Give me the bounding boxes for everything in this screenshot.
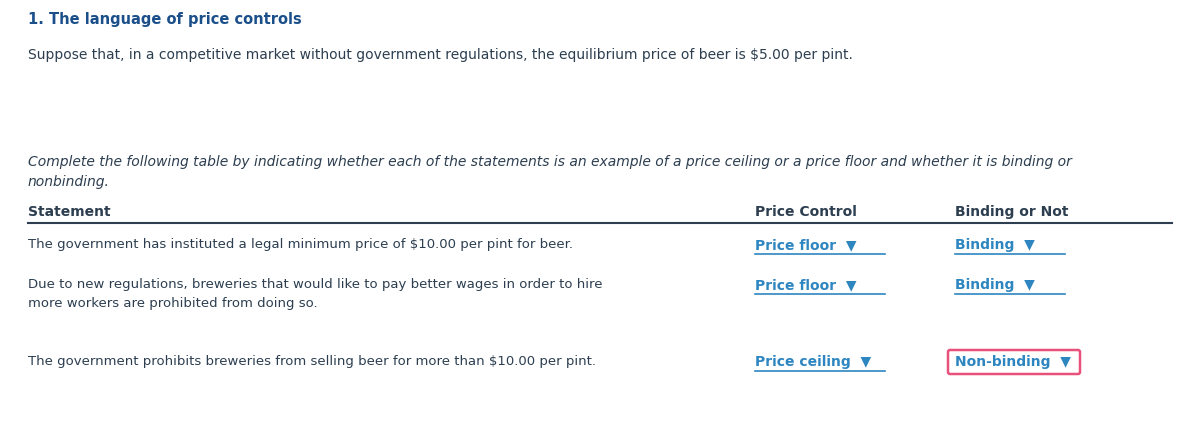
Text: Price floor  ▼: Price floor ▼ bbox=[755, 278, 857, 292]
Text: Price floor  ▼: Price floor ▼ bbox=[755, 238, 857, 252]
Text: The government has instituted a legal minimum price of $10.00 per pint for beer.: The government has instituted a legal mi… bbox=[28, 238, 574, 251]
Text: Price ceiling  ▼: Price ceiling ▼ bbox=[755, 355, 871, 369]
Text: Binding  ▼: Binding ▼ bbox=[955, 238, 1034, 252]
Text: Binding or Not: Binding or Not bbox=[955, 205, 1068, 219]
Text: Non-binding  ▼: Non-binding ▼ bbox=[955, 355, 1070, 369]
Text: 1. The language of price controls: 1. The language of price controls bbox=[28, 12, 301, 27]
Text: The government prohibits breweries from selling beer for more than $10.00 per pi: The government prohibits breweries from … bbox=[28, 355, 596, 368]
Text: more workers are prohibited from doing so.: more workers are prohibited from doing s… bbox=[28, 297, 318, 310]
Text: Complete the following table by indicating whether each of the statements is an : Complete the following table by indicati… bbox=[28, 155, 1072, 169]
Text: Binding  ▼: Binding ▼ bbox=[955, 278, 1034, 292]
Text: nonbinding.: nonbinding. bbox=[28, 175, 110, 189]
Text: Price Control: Price Control bbox=[755, 205, 857, 219]
Text: Due to new regulations, breweries that would like to pay better wages in order t: Due to new regulations, breweries that w… bbox=[28, 278, 602, 291]
Text: Statement: Statement bbox=[28, 205, 110, 219]
Text: Suppose that, in a competitive market without government regulations, the equili: Suppose that, in a competitive market wi… bbox=[28, 48, 853, 62]
